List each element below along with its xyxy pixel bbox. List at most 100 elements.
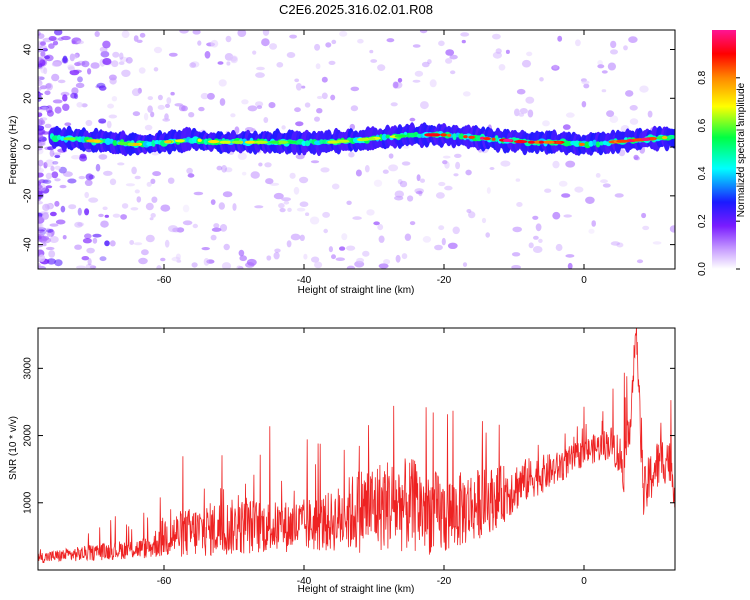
heatmap-noise-cell bbox=[558, 180, 568, 187]
heatmap-peak-cell bbox=[398, 134, 407, 138]
heatmap-noise-cell bbox=[552, 64, 558, 70]
x-tick-label: -60 bbox=[157, 576, 172, 587]
heatmap-noise-cell bbox=[234, 126, 240, 134]
heatmap-noise-cell bbox=[287, 207, 292, 212]
heatmap-noise-cell bbox=[311, 256, 320, 263]
heatmap-noise-cell bbox=[38, 179, 49, 184]
heatmap-noise-cell bbox=[466, 209, 472, 213]
heatmap-noise-cell bbox=[40, 41, 46, 46]
heatmap-noise-cell bbox=[132, 111, 141, 117]
heatmap-noise-cell bbox=[500, 160, 511, 167]
heatmap-noise-cell bbox=[552, 211, 561, 220]
heatmap-noise-cell bbox=[301, 85, 306, 89]
heatmap-noise-cell bbox=[415, 190, 423, 195]
heatmap-noise-cell bbox=[57, 79, 66, 84]
heatmap-noise-cell bbox=[119, 52, 124, 60]
heatmap-noise-cell bbox=[187, 173, 195, 178]
heatmap-noise-cell bbox=[299, 201, 309, 207]
colorbar: 0.0 0.2 0.4 0.6 0.8 Normalized spectral ampl… bbox=[697, 30, 747, 276]
heatmap-noise-cell bbox=[210, 39, 219, 48]
heatmap-peak-cell bbox=[503, 138, 513, 142]
heatmap-noise-cell bbox=[153, 46, 163, 54]
heatmap-noise-cell bbox=[38, 33, 45, 39]
heatmap-noise-cell bbox=[38, 200, 43, 205]
heatmap-noise-cell bbox=[120, 214, 127, 220]
heatmap-noise-cell bbox=[278, 203, 285, 209]
heatmap-noise-cell bbox=[109, 240, 116, 247]
heatmap-noise-cell bbox=[539, 77, 544, 82]
heatmap-noise-cell bbox=[328, 60, 336, 65]
heatmap-noise-cell bbox=[602, 183, 611, 188]
colorbar-tick-label: 0.6 bbox=[697, 118, 708, 132]
heatmap-peak-cell bbox=[254, 140, 268, 144]
heatmap-noise-cell bbox=[330, 94, 336, 101]
heatmap-noise-cell bbox=[84, 233, 92, 239]
heatmap-peak-cell bbox=[226, 140, 231, 144]
heatmap-noise-cell bbox=[495, 48, 502, 54]
heatmap-noise-cell bbox=[468, 211, 476, 219]
heatmap-noise-cell bbox=[401, 161, 411, 166]
heatmap-noise-cell bbox=[416, 174, 421, 182]
heatmap-noise-cell bbox=[50, 165, 55, 172]
heatmap-peak-cell bbox=[197, 138, 202, 142]
heatmap-noise-cell bbox=[269, 43, 278, 50]
heatmap-noise-cell bbox=[616, 242, 624, 248]
heatmap-peak-cell bbox=[244, 140, 257, 144]
heatmap-noise-cell bbox=[461, 39, 466, 44]
heatmap-noise-cell bbox=[160, 257, 166, 262]
heatmap-noise-cell bbox=[414, 70, 424, 77]
heatmap-noise-cell bbox=[623, 45, 628, 51]
heatmap-noise-cell bbox=[505, 49, 510, 55]
heatmap-noise-cell bbox=[414, 188, 425, 194]
heatmap-noise-cell bbox=[138, 67, 146, 74]
heatmap-noise-cell bbox=[186, 167, 193, 174]
heatmap-noise-cell bbox=[492, 33, 501, 40]
heatmap-noise-cell bbox=[43, 67, 48, 75]
heatmap-noise-cell bbox=[511, 252, 521, 257]
heatmap-noise-cell bbox=[250, 171, 260, 179]
heatmap-noise-cell bbox=[38, 244, 43, 248]
heatmap-noise-cell bbox=[38, 167, 44, 173]
heatmap-noise-cell bbox=[81, 256, 90, 261]
heatmap-noise-cell bbox=[239, 255, 247, 262]
heatmap-noise-cell bbox=[221, 165, 228, 173]
heatmap-noise-cell bbox=[636, 259, 644, 264]
heatmap-noise-cell bbox=[511, 265, 521, 269]
heatmap-noise-cell bbox=[397, 179, 403, 185]
heatmap-noise-cell bbox=[366, 209, 375, 216]
heatmap-noise-cell bbox=[435, 192, 445, 199]
heatmap-peak-cell bbox=[463, 135, 468, 139]
heatmap-noise-cell bbox=[357, 38, 364, 44]
heatmap-noise-cell bbox=[454, 153, 462, 158]
x-tick-label: -40 bbox=[297, 576, 312, 587]
heatmap-noise-cell bbox=[316, 95, 323, 100]
heatmap-noise-cell bbox=[583, 83, 590, 89]
heatmap-noise-cell bbox=[204, 51, 211, 59]
heatmap-noise-cell bbox=[639, 85, 649, 93]
heatmap-noise-cell bbox=[182, 204, 190, 213]
heatmap-peak-cell bbox=[440, 133, 447, 137]
heatmap-noise-cell bbox=[273, 252, 280, 260]
heatmap-noise-cell bbox=[153, 67, 159, 72]
y-tick-label: 40 bbox=[23, 44, 34, 56]
heatmap-noise-cell bbox=[388, 164, 399, 172]
heatmap-noise-cell bbox=[516, 88, 526, 95]
heatmap-peak-cell bbox=[231, 140, 243, 144]
heatmap-noise-cell bbox=[157, 104, 165, 110]
heatmap-noise-cell bbox=[45, 159, 55, 167]
heatmap-noise-cell bbox=[79, 155, 88, 162]
heatmap-noise-cell bbox=[276, 62, 284, 68]
heatmap-noise-cell bbox=[46, 229, 54, 233]
heatmap-ridge-cell bbox=[56, 134, 62, 141]
snr-x-ticks: -60 -40 -20 0 bbox=[157, 328, 587, 587]
heatmap-noise-cell bbox=[118, 61, 125, 65]
heatmap-noise-cell bbox=[168, 52, 178, 57]
heatmap-noise-cell bbox=[131, 88, 141, 97]
heatmap-noise-cell bbox=[295, 121, 304, 127]
heatmap-noise-cell bbox=[145, 234, 155, 243]
heatmap-peak-cell bbox=[616, 139, 630, 143]
heatmap-noise-cell bbox=[106, 120, 112, 129]
heatmap-noise-cell bbox=[642, 225, 650, 231]
heatmap-noise-cell bbox=[290, 233, 301, 241]
heatmap-noise-cell bbox=[399, 180, 408, 188]
